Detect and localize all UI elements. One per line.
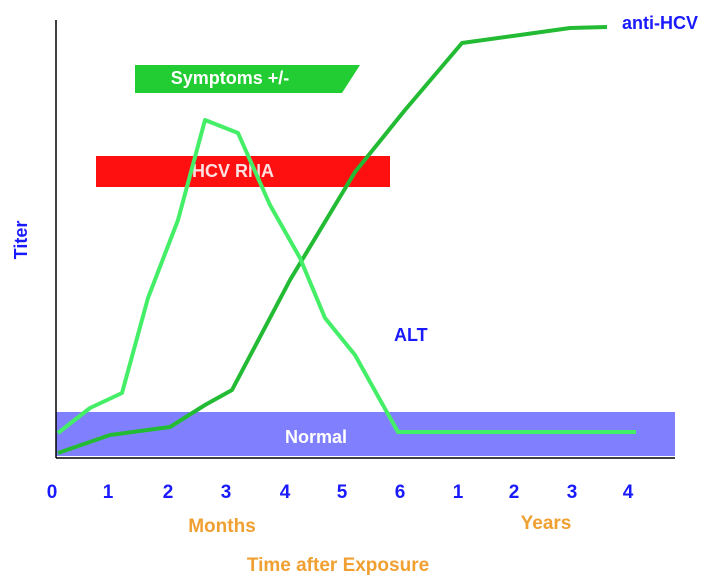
hcv-rna-bar xyxy=(96,156,390,187)
alt-curve xyxy=(56,118,636,435)
months-label: Months xyxy=(188,516,256,537)
x-tick-label: 6 xyxy=(395,482,406,503)
alt-label: ALT xyxy=(394,325,428,345)
x-tick-label: 2 xyxy=(163,482,174,503)
x-tick-label: 1 xyxy=(103,482,114,503)
x-tick-label: 5 xyxy=(337,482,348,503)
hcv-rna-label: HCV RNA xyxy=(192,161,274,181)
years-label: Years xyxy=(521,513,572,534)
x-tick-label: 4 xyxy=(280,482,291,503)
x-tick-label: 1 xyxy=(453,482,464,503)
symptoms-bar xyxy=(135,65,360,93)
normal-label: Normal xyxy=(285,427,347,447)
x-tick-label: 2 xyxy=(509,482,520,503)
y-axis-label: Titer xyxy=(11,221,31,260)
x-tick-label: 3 xyxy=(221,482,232,503)
tick-labels: 0 1 2 3 4 5 6 1 2 3 4 xyxy=(47,482,634,503)
x-tick-label: 4 xyxy=(623,482,634,503)
x-tick-label: 3 xyxy=(567,482,578,503)
symptoms-label: Symptoms +/- xyxy=(171,68,290,88)
x-axis-label: Time after Exposure xyxy=(247,555,429,576)
x-tick-label: 0 xyxy=(47,482,58,503)
anti-hcv-curve xyxy=(57,25,608,455)
anti-hcv-label: anti-HCV xyxy=(622,13,698,33)
